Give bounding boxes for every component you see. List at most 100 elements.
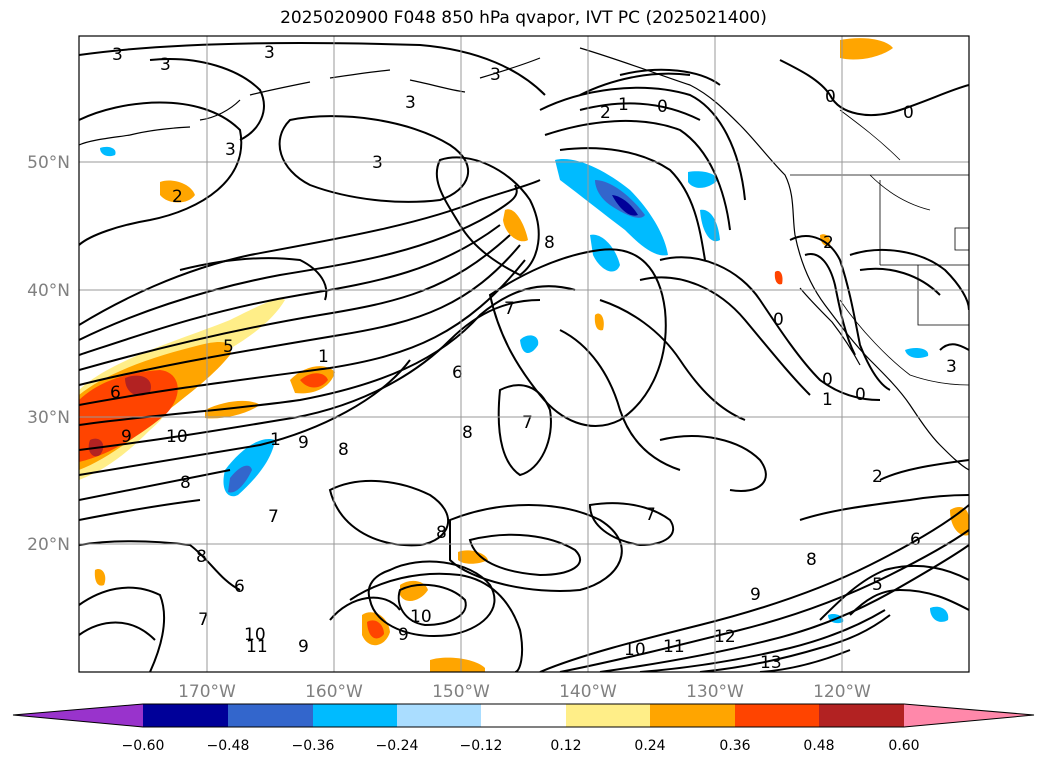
colorbar-outline: [12, 703, 1035, 728]
contour-label: 7: [268, 507, 279, 527]
colorbar-swatch: [143, 704, 228, 727]
contour-label: 8: [544, 233, 555, 253]
contour-label: 8: [180, 473, 191, 493]
contour-label: 10: [410, 607, 432, 627]
negative-anomaly-region: [100, 146, 116, 157]
contour-label: 9: [121, 427, 132, 447]
figure-title: 2025020900 F048 850 hPa qvapor, IVT PC (…: [280, 8, 767, 28]
contour-label: 3: [225, 140, 236, 160]
positive-anomaly-region: [840, 38, 893, 60]
positive-anomaly-region: [125, 375, 151, 396]
colorbar-swatch: [313, 704, 397, 727]
contour-label: 12: [714, 627, 736, 647]
contour-label: 3: [946, 357, 957, 377]
contour-label: 9: [298, 637, 309, 657]
contour-label: 9: [750, 585, 761, 605]
colorbar-swatch: [650, 704, 735, 727]
lon-label: 140°W: [559, 682, 617, 702]
contour-label: 1: [618, 95, 629, 115]
negative-anomaly-region: [520, 335, 539, 354]
colorbar-tick-label: −0.48: [207, 738, 250, 754]
colorbar-tick-label: 0.12: [550, 738, 581, 754]
positive-anomaly-region: [205, 400, 260, 419]
positive-anomaly-region: [400, 580, 428, 602]
negative-anomaly-region: [688, 171, 718, 188]
lon-label: 160°W: [305, 682, 363, 702]
contour-label: 7: [198, 610, 209, 630]
contour-label: 0: [825, 87, 836, 107]
contour-label: 0: [855, 385, 866, 405]
lon-label: 170°W: [178, 682, 236, 702]
graticule: [79, 36, 969, 672]
contour-label: 1: [270, 430, 281, 450]
lat-label: 30°N: [27, 408, 70, 428]
colorbar-swatch: [566, 704, 650, 727]
contour-label: 6: [110, 383, 121, 403]
contour-label: 2: [872, 467, 883, 487]
lon-label: 120°W: [813, 682, 871, 702]
colorbar-tick-label: 0.48: [803, 738, 834, 754]
colorbar-swatch: [228, 704, 313, 727]
contour-label: 6: [910, 530, 921, 550]
negative-anomaly-region: [905, 348, 929, 358]
contour-label: 13: [760, 653, 782, 673]
contour-label: 6: [452, 363, 463, 383]
positive-anomaly-region: [300, 373, 328, 388]
colorbar-swatch: [819, 704, 904, 727]
ivt-contours: [79, 42, 969, 672]
contour-label: 3: [264, 43, 275, 63]
contour-label: 8: [806, 550, 817, 570]
contour-label: 0: [657, 97, 668, 117]
lon-label: 130°W: [686, 682, 744, 702]
positive-anomaly-region: [458, 550, 488, 564]
contour-label: 8: [196, 547, 207, 567]
latitude-labels: 50°N 40°N 30°N 20°N: [27, 153, 70, 555]
lat-label: 40°N: [27, 281, 70, 301]
contour-label: 0: [822, 370, 833, 390]
colorbar-tick-label: 0.24: [634, 738, 665, 754]
contour-label: 3: [112, 45, 123, 65]
contour-label: 0: [773, 310, 784, 330]
contour-label: 3: [405, 93, 416, 113]
contour-label: 9: [398, 625, 409, 645]
contour-label: 1: [822, 390, 833, 410]
contour-label: 10: [244, 625, 266, 645]
positive-anomaly-region: [950, 507, 969, 536]
positive-anomaly-region: [430, 657, 485, 672]
contour-label: 3: [490, 65, 501, 85]
longitude-labels: 170°W 160°W 150°W 140°W 130°W 120°W: [178, 682, 871, 702]
contour-label: 5: [223, 337, 234, 357]
positive-anomaly-region: [94, 569, 106, 586]
colorbar-extend-left: [13, 704, 143, 727]
negative-anomaly-region: [612, 195, 638, 216]
colorbar-tick-label: 0.60: [888, 738, 919, 754]
negative-anomaly-region: [228, 465, 252, 493]
colorbar-tick-label: 0.36: [719, 738, 750, 754]
contour-label: 10: [166, 427, 188, 447]
contour-label: 3: [160, 55, 171, 75]
positive-anomaly-region: [503, 209, 528, 242]
positive-anomaly-region: [774, 270, 783, 285]
shaded-anomaly-regions: [79, 38, 969, 672]
map-frame: [78, 35, 970, 673]
contour-label: 11: [663, 637, 685, 657]
contour-label: 2: [600, 103, 611, 123]
colorbar-tick-label: −0.24: [376, 738, 419, 754]
contour-label: 2: [172, 187, 183, 207]
colorbar-extend-right: [904, 704, 1034, 727]
contour-label: 2: [823, 233, 834, 253]
contour-label: 8: [338, 440, 349, 460]
contour-label: 3: [372, 153, 383, 173]
colorbar-tick-label: −0.36: [292, 738, 335, 754]
negative-anomaly-region: [930, 606, 949, 622]
colorbar-tick-label: −0.12: [460, 738, 503, 754]
colorbar-tick-labels: −0.60 −0.48 −0.36 −0.24 −0.12 0.12 0.24 …: [122, 738, 920, 754]
negative-anomaly-region: [555, 159, 668, 256]
contour-label: 11: [246, 637, 268, 657]
contour-label: 0: [903, 103, 914, 123]
negative-anomaly-region: [590, 234, 620, 272]
contour-label: 6: [234, 577, 245, 597]
colorbar-swatch: [397, 704, 481, 727]
positive-anomaly-region: [594, 313, 604, 331]
